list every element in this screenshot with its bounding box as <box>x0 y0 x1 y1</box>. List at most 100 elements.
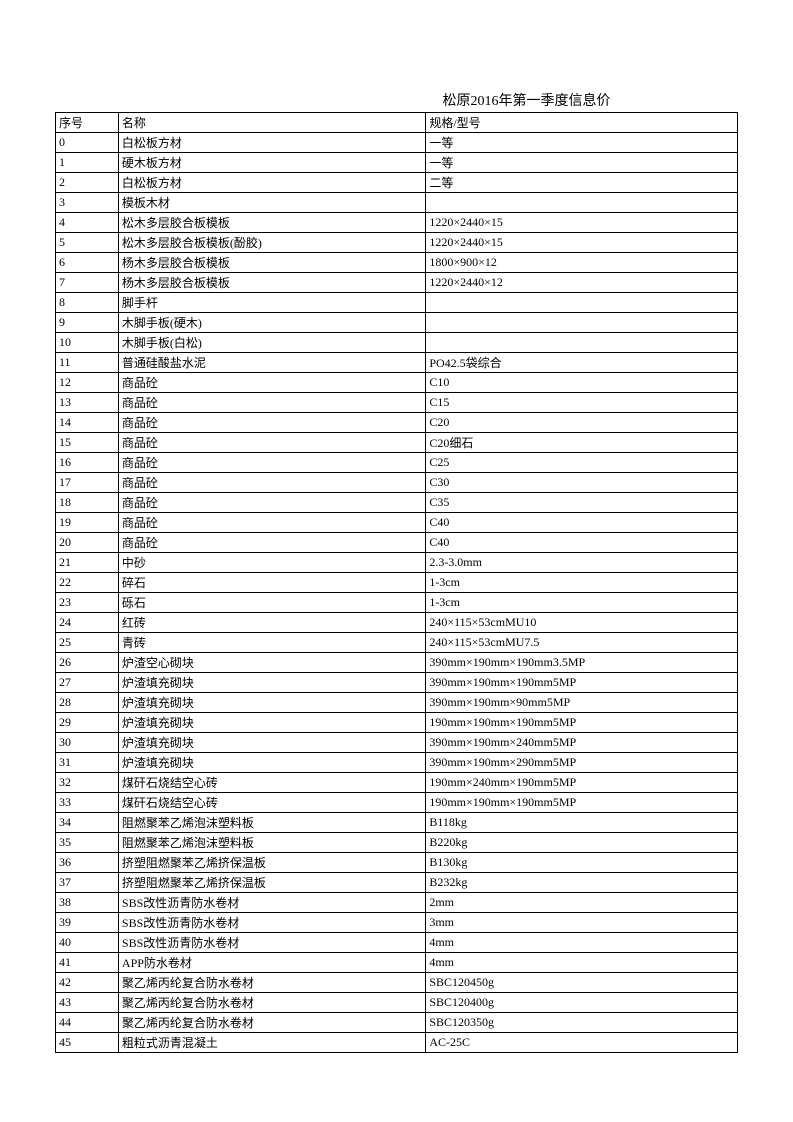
cell-name: 模板木材 <box>118 193 425 213</box>
cell-spec: 390mm×190mm×190mm5MP <box>426 673 738 693</box>
cell-seq: 16 <box>56 453 119 473</box>
cell-seq: 44 <box>56 1013 119 1033</box>
table-row: 28炉渣填充砌块390mm×190mm×90mm5MP <box>56 693 738 713</box>
cell-name: 炉渣填充砌块 <box>118 673 425 693</box>
cell-name: 木脚手板(白松) <box>118 333 425 353</box>
table-row: 43聚乙烯丙纶复合防水卷材SBC120400g <box>56 993 738 1013</box>
cell-spec: 1800×900×12 <box>426 253 738 273</box>
table-row: 13商品砼C15 <box>56 393 738 413</box>
table-row: 23砾石1-3cm <box>56 593 738 613</box>
cell-spec: C20细石 <box>426 433 738 453</box>
cell-name: 商品砼 <box>118 493 425 513</box>
table-row: 5松木多层胶合板模板(酚胶)1220×2440×15 <box>56 233 738 253</box>
table-row: 2白松板方材二等 <box>56 173 738 193</box>
cell-spec <box>426 313 738 333</box>
cell-name: 商品砼 <box>118 433 425 453</box>
cell-name: 商品砼 <box>118 373 425 393</box>
cell-seq: 27 <box>56 673 119 693</box>
cell-name: 炉渣填充砌块 <box>118 693 425 713</box>
header-seq: 序号 <box>56 113 119 133</box>
cell-seq: 17 <box>56 473 119 493</box>
cell-seq: 25 <box>56 633 119 653</box>
cell-spec: C20 <box>426 413 738 433</box>
cell-spec: 二等 <box>426 173 738 193</box>
table-row: 14商品砼C20 <box>56 413 738 433</box>
table-row: 20商品砼C40 <box>56 533 738 553</box>
table-row: 12商品砼C10 <box>56 373 738 393</box>
cell-seq: 38 <box>56 893 119 913</box>
cell-name: SBS改性沥青防水卷材 <box>118 913 425 933</box>
table-row: 4松木多层胶合板模板1220×2440×15 <box>56 213 738 233</box>
cell-seq: 5 <box>56 233 119 253</box>
cell-name: 聚乙烯丙纶复合防水卷材 <box>118 993 425 1013</box>
cell-seq: 22 <box>56 573 119 593</box>
cell-spec: 1-3cm <box>426 593 738 613</box>
cell-spec <box>426 293 738 313</box>
table-header-row: 序号 名称 规格/型号 <box>56 113 738 133</box>
cell-spec: 240×115×53cmMU10 <box>426 613 738 633</box>
table-row: 0白松板方材一等 <box>56 133 738 153</box>
cell-name: 红砖 <box>118 613 425 633</box>
page-title: 松原2016年第一季度信息价 <box>55 90 738 110</box>
cell-seq: 13 <box>56 393 119 413</box>
cell-seq: 40 <box>56 933 119 953</box>
cell-name: 煤矸石烧结空心砖 <box>118 793 425 813</box>
cell-name: 中砂 <box>118 553 425 573</box>
table-row: 37挤塑阻燃聚苯乙烯挤保温板B232kg <box>56 873 738 893</box>
cell-name: 商品砼 <box>118 533 425 553</box>
cell-spec: 190mm×190mm×190mm5MP <box>426 713 738 733</box>
cell-seq: 15 <box>56 433 119 453</box>
cell-spec: 1220×2440×15 <box>426 233 738 253</box>
table-row: 24红砖240×115×53cmMU10 <box>56 613 738 633</box>
price-table: 序号 名称 规格/型号 0白松板方材一等1硬木板方材一等2白松板方材二等3模板木… <box>55 112 738 1053</box>
cell-name: 杨木多层胶合板模板 <box>118 273 425 293</box>
cell-name: 煤矸石烧结空心砖 <box>118 773 425 793</box>
cell-seq: 30 <box>56 733 119 753</box>
cell-spec: 4mm <box>426 953 738 973</box>
table-row: 3模板木材 <box>56 193 738 213</box>
cell-spec: SBC120400g <box>426 993 738 1013</box>
cell-seq: 31 <box>56 753 119 773</box>
cell-name: 阻燃聚苯乙烯泡沫塑料板 <box>118 813 425 833</box>
table-row: 25青砖240×115×53cmMU7.5 <box>56 633 738 653</box>
table-row: 9木脚手板(硬木) <box>56 313 738 333</box>
cell-name: 商品砼 <box>118 393 425 413</box>
cell-spec: C40 <box>426 513 738 533</box>
table-row: 42聚乙烯丙纶复合防水卷材SBC120450g <box>56 973 738 993</box>
cell-name: 青砖 <box>118 633 425 653</box>
header-spec: 规格/型号 <box>426 113 738 133</box>
cell-name: 松木多层胶合板模板 <box>118 213 425 233</box>
cell-seq: 12 <box>56 373 119 393</box>
table-row: 36挤塑阻燃聚苯乙烯挤保温板B130kg <box>56 853 738 873</box>
table-row: 30炉渣填充砌块390mm×190mm×240mm5MP <box>56 733 738 753</box>
cell-seq: 35 <box>56 833 119 853</box>
cell-seq: 19 <box>56 513 119 533</box>
table-row: 15商品砼C20细石 <box>56 433 738 453</box>
cell-seq: 34 <box>56 813 119 833</box>
cell-spec: B232kg <box>426 873 738 893</box>
cell-spec: 1-3cm <box>426 573 738 593</box>
cell-seq: 1 <box>56 153 119 173</box>
cell-spec: C35 <box>426 493 738 513</box>
cell-name: 白松板方材 <box>118 173 425 193</box>
cell-seq: 3 <box>56 193 119 213</box>
cell-seq: 7 <box>56 273 119 293</box>
table-row: 31炉渣填充砌块390mm×190mm×290mm5MP <box>56 753 738 773</box>
cell-seq: 45 <box>56 1033 119 1053</box>
table-row: 11普通硅酸盐水泥PO42.5袋综合 <box>56 353 738 373</box>
table-row: 33煤矸石烧结空心砖190mm×190mm×190mm5MP <box>56 793 738 813</box>
cell-seq: 42 <box>56 973 119 993</box>
cell-spec: 4mm <box>426 933 738 953</box>
table-row: 7杨木多层胶合板模板1220×2440×12 <box>56 273 738 293</box>
cell-seq: 29 <box>56 713 119 733</box>
cell-name: 炉渣填充砌块 <box>118 733 425 753</box>
cell-name: 商品砼 <box>118 453 425 473</box>
table-row: 44聚乙烯丙纶复合防水卷材SBC120350g <box>56 1013 738 1033</box>
cell-spec: 1220×2440×15 <box>426 213 738 233</box>
cell-name: 木脚手板(硬木) <box>118 313 425 333</box>
table-row: 29炉渣填充砌块190mm×190mm×190mm5MP <box>56 713 738 733</box>
table-row: 1硬木板方材一等 <box>56 153 738 173</box>
cell-spec: 2.3-3.0mm <box>426 553 738 573</box>
cell-spec: 一等 <box>426 153 738 173</box>
cell-spec: 190mm×190mm×190mm5MP <box>426 793 738 813</box>
